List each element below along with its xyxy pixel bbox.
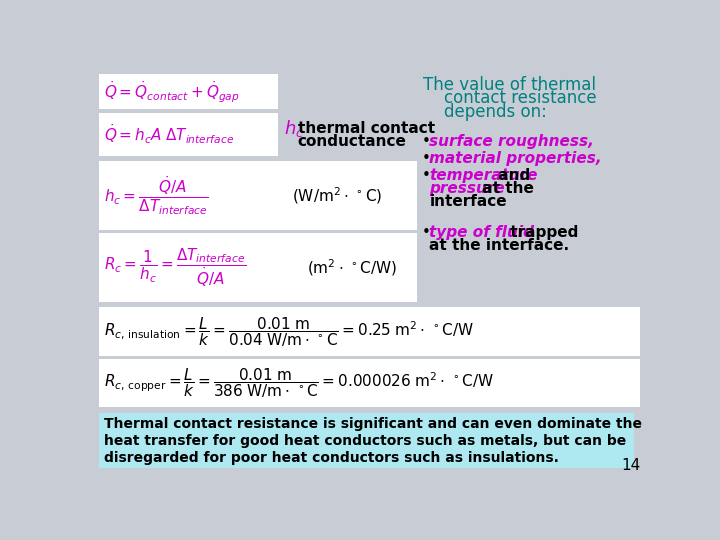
Text: contact resistance: contact resistance <box>423 90 597 107</box>
FancyBboxPatch shape <box>99 112 277 156</box>
Text: $R_{c,\,\mathrm{copper}} = \dfrac{L}{k} = \dfrac{0.01\;\mathrm{m}}{386\;\mathrm{: $R_{c,\,\mathrm{copper}} = \dfrac{L}{k} … <box>104 366 494 400</box>
Text: $\dot{Q} = \dot{Q}_{contact} + \dot{Q}_{gap}$: $\dot{Q} = \dot{Q}_{contact} + \dot{Q}_{… <box>104 79 240 105</box>
FancyBboxPatch shape <box>99 413 634 468</box>
Text: The value of thermal: The value of thermal <box>423 76 596 93</box>
Text: •: • <box>422 134 431 149</box>
Text: •: • <box>422 225 431 240</box>
Text: surface roughness,: surface roughness, <box>429 134 594 149</box>
Text: depends on:: depends on: <box>423 103 547 122</box>
Text: •: • <box>422 151 431 166</box>
Text: pressure: pressure <box>429 181 505 196</box>
Text: $\mathrm{(W/m^2 \cdot\, ^\circ C)}$: $\mathrm{(W/m^2 \cdot\, ^\circ C)}$ <box>292 185 382 206</box>
Text: trapped: trapped <box>505 225 578 240</box>
Text: $h_c$: $h_c$ <box>284 118 304 139</box>
Text: material properties,: material properties, <box>429 151 602 166</box>
Text: at the: at the <box>477 181 534 196</box>
Text: 14: 14 <box>621 458 640 473</box>
FancyBboxPatch shape <box>99 359 640 408</box>
Text: $\mathrm{(m^2 \cdot\, ^\circ C/W)}$: $\mathrm{(m^2 \cdot\, ^\circ C/W)}$ <box>307 257 397 278</box>
Text: •: • <box>422 168 431 183</box>
FancyBboxPatch shape <box>99 233 417 302</box>
Text: conductance: conductance <box>297 134 407 149</box>
Text: $R_{c,\,\mathrm{insulation}} = \dfrac{L}{k} = \dfrac{0.01\;\mathrm{m}}{0.04\;\ma: $R_{c,\,\mathrm{insulation}} = \dfrac{L}… <box>104 315 474 349</box>
Text: and: and <box>493 168 530 183</box>
Text: Thermal contact resistance is significant and can even dominate the: Thermal contact resistance is significan… <box>104 417 642 431</box>
Text: thermal contact: thermal contact <box>297 121 435 136</box>
Text: interface: interface <box>429 194 507 209</box>
Text: at the interface.: at the interface. <box>429 238 570 253</box>
Text: disregarded for poor heat conductors such as insulations.: disregarded for poor heat conductors suc… <box>104 451 559 465</box>
FancyBboxPatch shape <box>99 307 640 356</box>
Text: $h_c = \dfrac{\dot{Q}/A}{\Delta T_{interface}}$: $h_c = \dfrac{\dot{Q}/A}{\Delta T_{inter… <box>104 174 209 217</box>
Text: $R_c = \dfrac{1}{h_c} = \dfrac{\Delta T_{interface}}{\dot{Q}/A}$: $R_c = \dfrac{1}{h_c} = \dfrac{\Delta T_… <box>104 246 246 288</box>
Text: temperature: temperature <box>429 168 538 183</box>
Text: heat transfer for good heat conductors such as metals, but can be: heat transfer for good heat conductors s… <box>104 434 626 448</box>
Text: $\dot{Q} = h_c A \; \Delta T_{interface}$: $\dot{Q} = h_c A \; \Delta T_{interface}… <box>104 122 234 146</box>
FancyBboxPatch shape <box>99 74 277 110</box>
FancyBboxPatch shape <box>99 161 417 231</box>
Text: type of fluid: type of fluid <box>429 225 534 240</box>
